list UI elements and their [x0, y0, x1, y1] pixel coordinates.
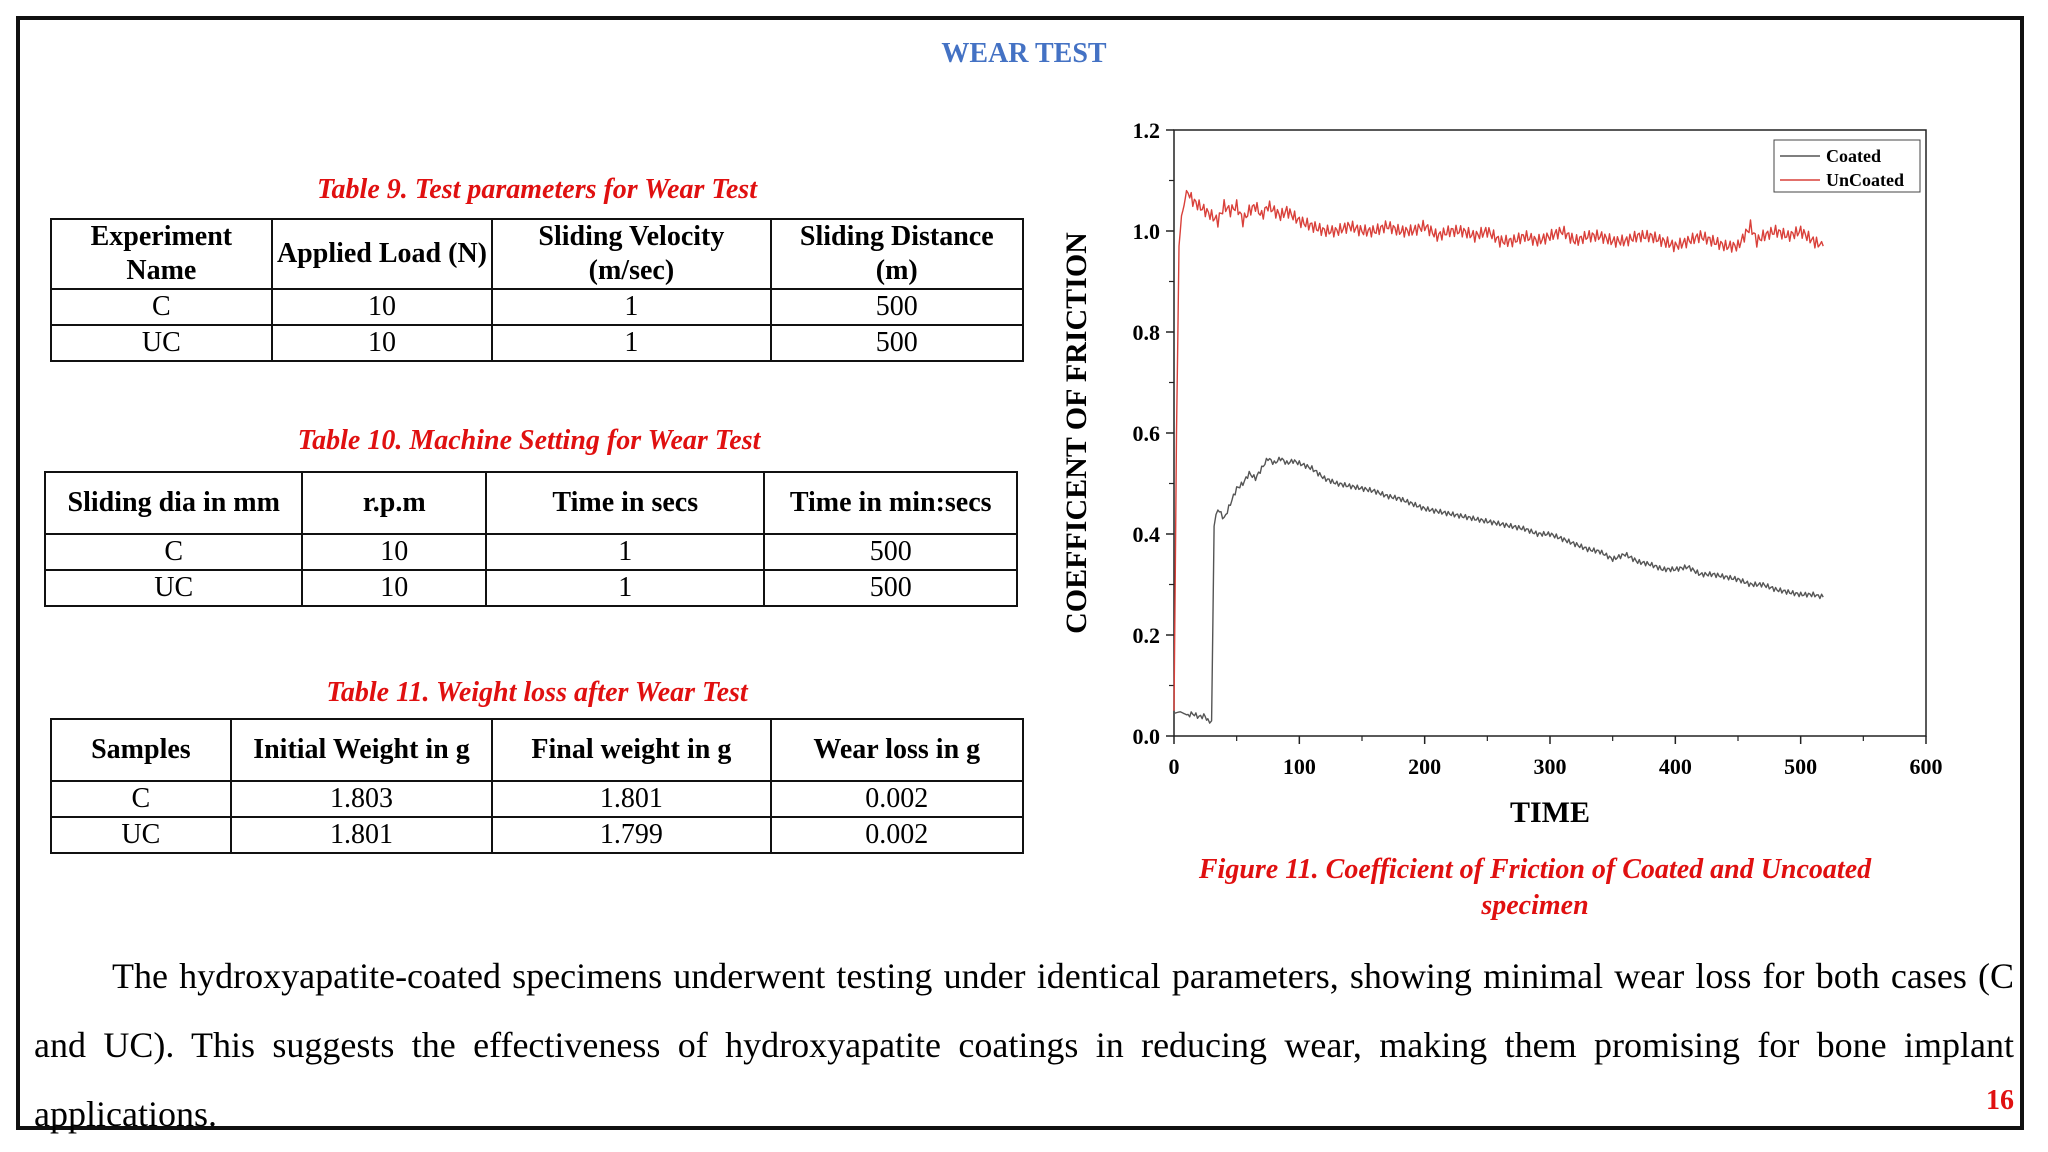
table-cell: 1.799 — [491, 816, 772, 854]
table-cell: C — [43, 533, 304, 571]
table-cell: UC — [50, 324, 273, 362]
table-cell: 1 — [491, 288, 772, 326]
y-tick-label: 1.2 — [1133, 118, 1161, 143]
table-row: C 10 1 500 — [43, 533, 1018, 571]
table-cell: 500 — [763, 569, 1018, 607]
table-header-row: Experiment Name Applied Load (N) Sliding… — [50, 218, 1025, 290]
x-tick-label: 400 — [1659, 754, 1692, 779]
table-header-cell: Final weight in g — [491, 718, 772, 782]
x-axis-label: TIME — [1510, 796, 1590, 829]
table-cell: 0.002 — [769, 780, 1025, 818]
cof-line-chart: 0 100 200 300 400 500 600 0.0 0.2 0.4 0.6 0.8 1.0 1.2… — [1060, 118, 1943, 829]
table9-caption: Table 9. Test parameters for Wear Test — [317, 174, 757, 205]
table-cell: 1 — [485, 533, 766, 571]
table-header-cell: Sliding dia in mm — [43, 471, 304, 535]
table9: Experiment Name Applied Load (N) Sliding… — [50, 218, 1025, 362]
table-row: C 1.803 1.801 0.002 — [50, 780, 1025, 818]
series-line-coated — [1173, 456, 1824, 724]
table-cell: 500 — [763, 533, 1018, 571]
y-tick-label: 0.8 — [1133, 320, 1161, 345]
table-cell: 500 — [769, 288, 1025, 326]
table-cell: C — [50, 780, 232, 818]
table10-caption: Table 10. Machine Setting for Wear Test — [297, 425, 761, 456]
table-header-cell: Sliding Distance (m) — [769, 218, 1025, 290]
table-header-cell: Sliding Velocity (m/sec) — [491, 218, 772, 290]
table-row: UC 10 1 500 — [43, 569, 1018, 607]
body-paragraph: The hydroxyapatite-coated specimens unde… — [34, 942, 2014, 1149]
table-header-row: Samples Initial Weight in g Final weight… — [50, 718, 1025, 782]
table-cell: C — [50, 288, 273, 326]
table-header-row: Sliding dia in mm r.p.m Time in secs Tim… — [43, 471, 1018, 535]
slide-frame — [16, 16, 2024, 1130]
plot-frame — [1173, 129, 1927, 737]
table-header-cell: Experiment Name — [50, 218, 273, 290]
x-tick-label: 100 — [1283, 754, 1316, 779]
table-header-cell: Initial Weight in g — [229, 718, 494, 782]
table-cell: 1.801 — [229, 816, 494, 854]
table-cell: 1.803 — [229, 780, 494, 818]
series-line-uncoated — [1173, 189, 1824, 711]
y-tick-label: 0.0 — [1133, 724, 1161, 749]
table-header-cell: Time in secs — [485, 471, 766, 535]
table-cell: 500 — [769, 324, 1025, 362]
table-row: C 10 1 500 — [50, 288, 1025, 326]
table-cell: 1 — [485, 569, 766, 607]
legend-label: UnCoated — [1826, 170, 1904, 190]
table11-caption: Table 11. Weight loss after Wear Test — [326, 677, 748, 708]
x-tick-label: 200 — [1408, 754, 1441, 779]
page-number: 16 — [1986, 1085, 2014, 1116]
table-cell: 10 — [270, 288, 494, 326]
table-row: UC 10 1 500 — [50, 324, 1025, 362]
table-cell: UC — [50, 816, 232, 854]
slide-heading: WEAR TEST — [941, 38, 1107, 69]
figure-caption: Figure 11. Coefficient of Friction of Co… — [1198, 854, 1872, 921]
legend-label: Coated — [1826, 146, 1881, 166]
body-paragraph-text: The hydroxyapatite-coated specimens unde… — [34, 956, 2014, 1134]
table-header-cell: Samples — [50, 718, 232, 782]
y-tick-label: 0.2 — [1133, 623, 1161, 648]
y-axis-label: COEFFICENT OF FRICTION — [1060, 232, 1093, 634]
table10: Sliding dia in mm r.p.m Time in secs Tim… — [43, 471, 1018, 607]
table-cell: 10 — [270, 324, 494, 362]
x-tick-label: 500 — [1784, 754, 1817, 779]
table-cell: 1 — [491, 324, 772, 362]
table-cell: UC — [43, 569, 304, 607]
table-cell: 10 — [301, 569, 488, 607]
x-tick-label: 600 — [1910, 754, 1943, 779]
x-tick-label: 0 — [1169, 754, 1180, 779]
y-tick-label: 0.6 — [1133, 421, 1161, 446]
x-tick-label: 300 — [1534, 754, 1567, 779]
table-cell: 0.002 — [769, 816, 1025, 854]
y-tick-label: 1.0 — [1133, 219, 1161, 244]
table-header-cell: Time in min:secs — [763, 471, 1018, 535]
table-header-cell: r.p.m — [301, 471, 488, 535]
table-row: UC 1.801 1.799 0.002 — [50, 816, 1025, 854]
y-tick-label: 0.4 — [1133, 522, 1161, 547]
table11: Samples Initial Weight in g Final weight… — [50, 718, 1025, 854]
table-cell: 10 — [301, 533, 488, 571]
table-cell: 1.801 — [491, 780, 772, 818]
legend-box — [1773, 139, 1921, 193]
table-header-cell: Wear loss in g — [769, 718, 1025, 782]
table-header-cell: Applied Load (N) — [270, 218, 494, 290]
